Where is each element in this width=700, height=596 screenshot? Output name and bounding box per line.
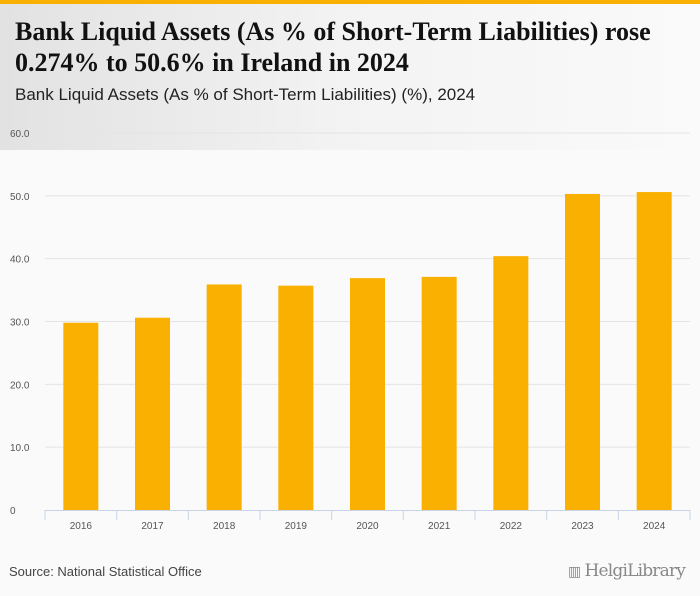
y-tick-label: 30.0: [10, 318, 30, 329]
x-tick-label: 2022: [500, 521, 523, 532]
bar-2021: [421, 276, 457, 510]
x-tick-label: 2023: [571, 521, 594, 532]
accent-bar: [0, 0, 700, 4]
bar-2024: [636, 192, 672, 510]
source-text: Source: National Statistical Office: [9, 564, 202, 579]
bar-2016: [63, 322, 99, 510]
x-tick-label: 2017: [141, 521, 164, 532]
bar-2019: [278, 285, 314, 510]
y-tick-label: 40.0: [10, 255, 30, 266]
y-tick-label: 0: [10, 506, 16, 517]
x-tick-label: 2019: [285, 521, 308, 532]
bar-2023: [565, 193, 600, 510]
x-tick-label: 2021: [428, 521, 451, 532]
page-title: Bank Liquid Assets (As % of Short-Term L…: [15, 17, 651, 77]
chart-subtitle: Bank Liquid Assets (As % of Short-Term L…: [15, 85, 476, 104]
y-tick-label: 60.0: [10, 129, 30, 140]
y-tick-label: 10.0: [10, 443, 30, 454]
library-icon: ▥: [568, 564, 581, 580]
x-tick-label: 2018: [213, 521, 236, 532]
bar-2022: [493, 256, 529, 510]
helgi-library-logo[interactable]: ▥ HelgiLibrary: [568, 561, 686, 581]
header: Bank Liquid Assets (As % of Short-Term L…: [0, 4, 700, 150]
y-tick-label: 50.0: [10, 192, 30, 203]
y-tick-label: 20.0: [10, 380, 30, 391]
x-tick-label: 2016: [70, 521, 93, 532]
bar-2020: [350, 278, 385, 510]
x-tick-label: 2020: [356, 521, 379, 532]
x-tick-label: 2024: [643, 521, 666, 532]
bar-2017: [135, 317, 170, 510]
bar-2018: [206, 284, 242, 510]
logo-text: HelgiLibrary: [584, 561, 686, 581]
